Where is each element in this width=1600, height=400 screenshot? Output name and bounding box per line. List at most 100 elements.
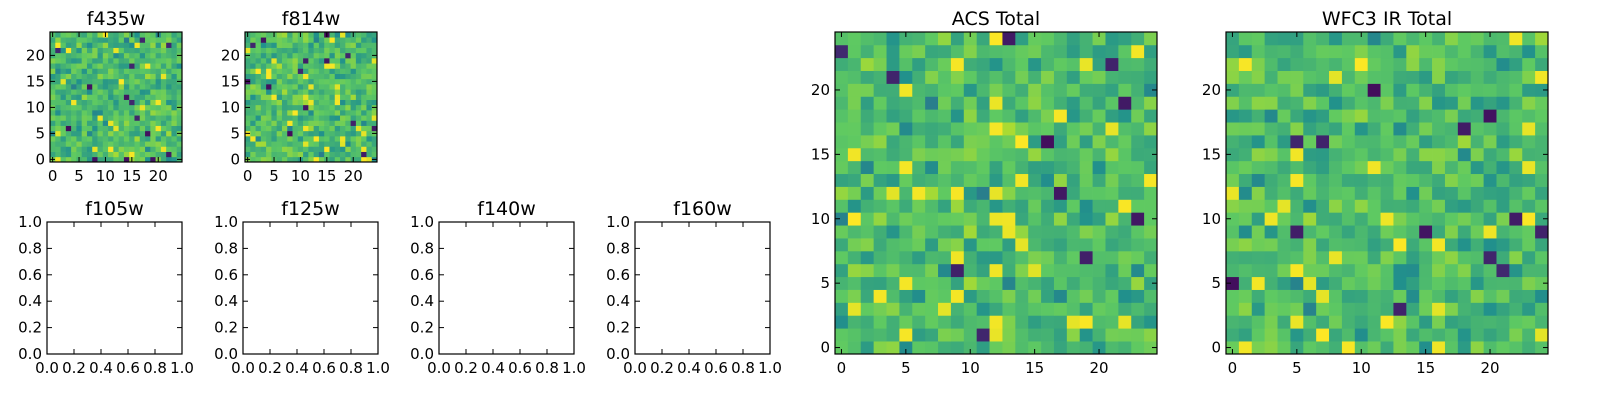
heatmap-cell [134,104,141,111]
heatmap-cell [86,84,93,90]
heatmap-cell [86,68,93,74]
heatmap-cell [1066,225,1081,239]
heatmap-cell [1092,289,1106,303]
heatmap-cell [1509,186,1523,200]
heatmap-cell [1118,315,1132,329]
heatmap-cell [1118,199,1132,213]
heatmap-cell [366,58,373,64]
heatmap-cell [129,37,135,43]
heatmap-cell [50,94,56,100]
heatmap-cell [1367,57,1381,71]
heatmap-cell [81,94,88,100]
heatmap-cell [355,110,362,116]
heatmap-cell [1131,315,1145,329]
heatmap-cell [60,68,67,74]
heatmap-cell [1419,276,1433,290]
heatmap-cell [950,225,965,239]
heatmap-cell [97,110,104,116]
heatmap-cell [1432,173,1446,187]
heatmap-cell [1303,212,1317,226]
heatmap-cell [1144,96,1158,110]
heatmap-cell [361,52,367,59]
y-tick-label: 20 [1202,81,1221,99]
heatmap-cell [255,99,262,106]
heatmap-cell [1496,173,1510,187]
heatmap-cell [1522,122,1536,136]
heatmap-cell [912,173,926,187]
heatmap-cell [97,89,104,95]
heatmap-cell [108,52,114,59]
heatmap-cell [1238,186,1253,200]
heatmap-cell [1316,276,1330,290]
heatmap-cell [50,110,56,116]
heatmap-cell [113,37,119,43]
heatmap-cell [345,130,351,137]
heatmap-cell [873,302,887,316]
heatmap-cell [1393,57,1407,71]
heatmap-cell [118,110,125,116]
heatmap-cell [1406,83,1420,97]
heatmap-cell [1329,263,1343,278]
heatmap-cell [1131,276,1145,290]
heatmap-cell [134,136,141,142]
heatmap-cell [166,68,172,74]
heatmap-cell [86,32,93,38]
heatmap-cell [1341,302,1356,316]
heatmap-cell [976,186,990,200]
heatmap-cell [1470,173,1484,187]
heatmap-cell [1354,315,1369,329]
heatmap-cell [176,151,183,158]
heatmap-cell [113,94,119,100]
heatmap-cell [1470,160,1484,175]
heatmap-cell [1105,83,1119,97]
y-tick-label: 5 [35,124,45,142]
heatmap-cell [1393,238,1407,252]
heatmap-cell [1277,173,1291,187]
heatmap-cell [989,186,1003,200]
heatmap-cell [1483,199,1497,213]
heatmap-cell [1264,44,1278,59]
heatmap-cell [171,68,178,74]
heatmap-cell [250,99,256,106]
heatmap-cell [86,156,93,163]
heatmap-cell [1251,173,1265,187]
heatmap-cell [118,78,125,85]
heatmap-cell [266,68,272,74]
heatmap-cell [950,70,965,84]
heatmap-cell [1509,57,1523,71]
heatmap-cell [145,73,151,80]
heatmap-cell [166,136,172,142]
x-tick-label: 0.2 [258,359,282,377]
heatmap-cell [292,156,299,163]
heatmap-cell [366,89,373,95]
heatmap-cell [108,99,114,106]
x-tick-label: 0 [243,167,253,185]
heatmap-cell [1105,135,1119,149]
heatmap-cell [250,42,256,48]
heatmap-cell [1277,263,1291,278]
heatmap-cell [297,84,304,90]
heatmap-cell [1066,57,1081,71]
heatmap-cell [171,125,178,132]
heatmap-cell [1535,109,1549,123]
heatmap-cell [150,84,156,90]
heatmap-cell [835,250,849,265]
heatmap-cell [102,47,109,54]
heatmap-cell [361,146,367,152]
heatmap-cell [1341,135,1356,149]
heatmap-cell [76,37,83,43]
heatmap-cell [989,341,1003,355]
heatmap-cell [1277,186,1291,200]
heatmap-cell [1092,212,1106,226]
y-tick-label: 15 [221,72,240,90]
heatmap-cell [925,160,939,175]
heatmap-cell [329,130,336,137]
heatmap-cell [989,135,1003,149]
heatmap-cell [1470,186,1484,200]
heatmap-cell [1509,276,1523,290]
heatmap-cell [1002,32,1016,46]
heatmap-cell [1419,315,1433,329]
heatmap-cell [912,135,926,149]
heatmap-cell [1496,83,1510,97]
heatmap-cell [97,99,104,106]
